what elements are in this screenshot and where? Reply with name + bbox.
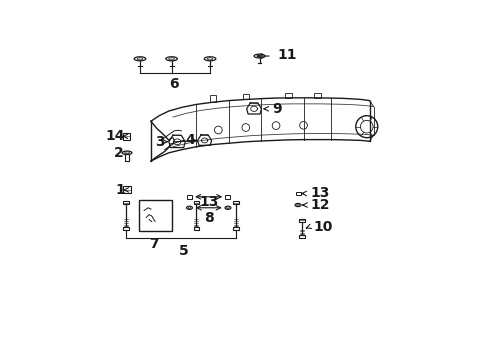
Bar	[187, 195, 192, 199]
Bar	[233, 227, 239, 230]
Bar	[209, 95, 216, 102]
Text: 3: 3	[155, 135, 165, 149]
Bar	[242, 94, 249, 100]
Text: 13: 13	[198, 195, 218, 209]
Text: 5: 5	[179, 243, 188, 257]
Bar	[122, 133, 130, 140]
Text: 1: 1	[115, 183, 124, 197]
Text: 8: 8	[203, 211, 213, 225]
Text: 10: 10	[313, 220, 332, 234]
Text: 9: 9	[272, 102, 281, 116]
Bar	[299, 235, 304, 238]
Bar	[295, 192, 300, 195]
Bar	[193, 227, 198, 230]
Bar	[233, 201, 239, 204]
Bar	[123, 227, 129, 230]
Bar	[225, 195, 230, 199]
Text: 6: 6	[169, 77, 179, 91]
Text: 4: 4	[185, 134, 195, 147]
Text: 13: 13	[310, 186, 329, 201]
Text: 2: 2	[114, 146, 124, 160]
Bar	[193, 201, 198, 204]
Bar	[299, 219, 304, 222]
Bar	[123, 201, 129, 204]
Text: 12: 12	[310, 198, 329, 212]
Bar	[285, 93, 291, 98]
Bar	[313, 93, 320, 98]
Bar	[123, 186, 130, 193]
Text: 7: 7	[149, 237, 158, 251]
Bar	[138, 200, 171, 231]
Text: 11: 11	[277, 49, 296, 62]
Text: 14: 14	[106, 129, 125, 143]
